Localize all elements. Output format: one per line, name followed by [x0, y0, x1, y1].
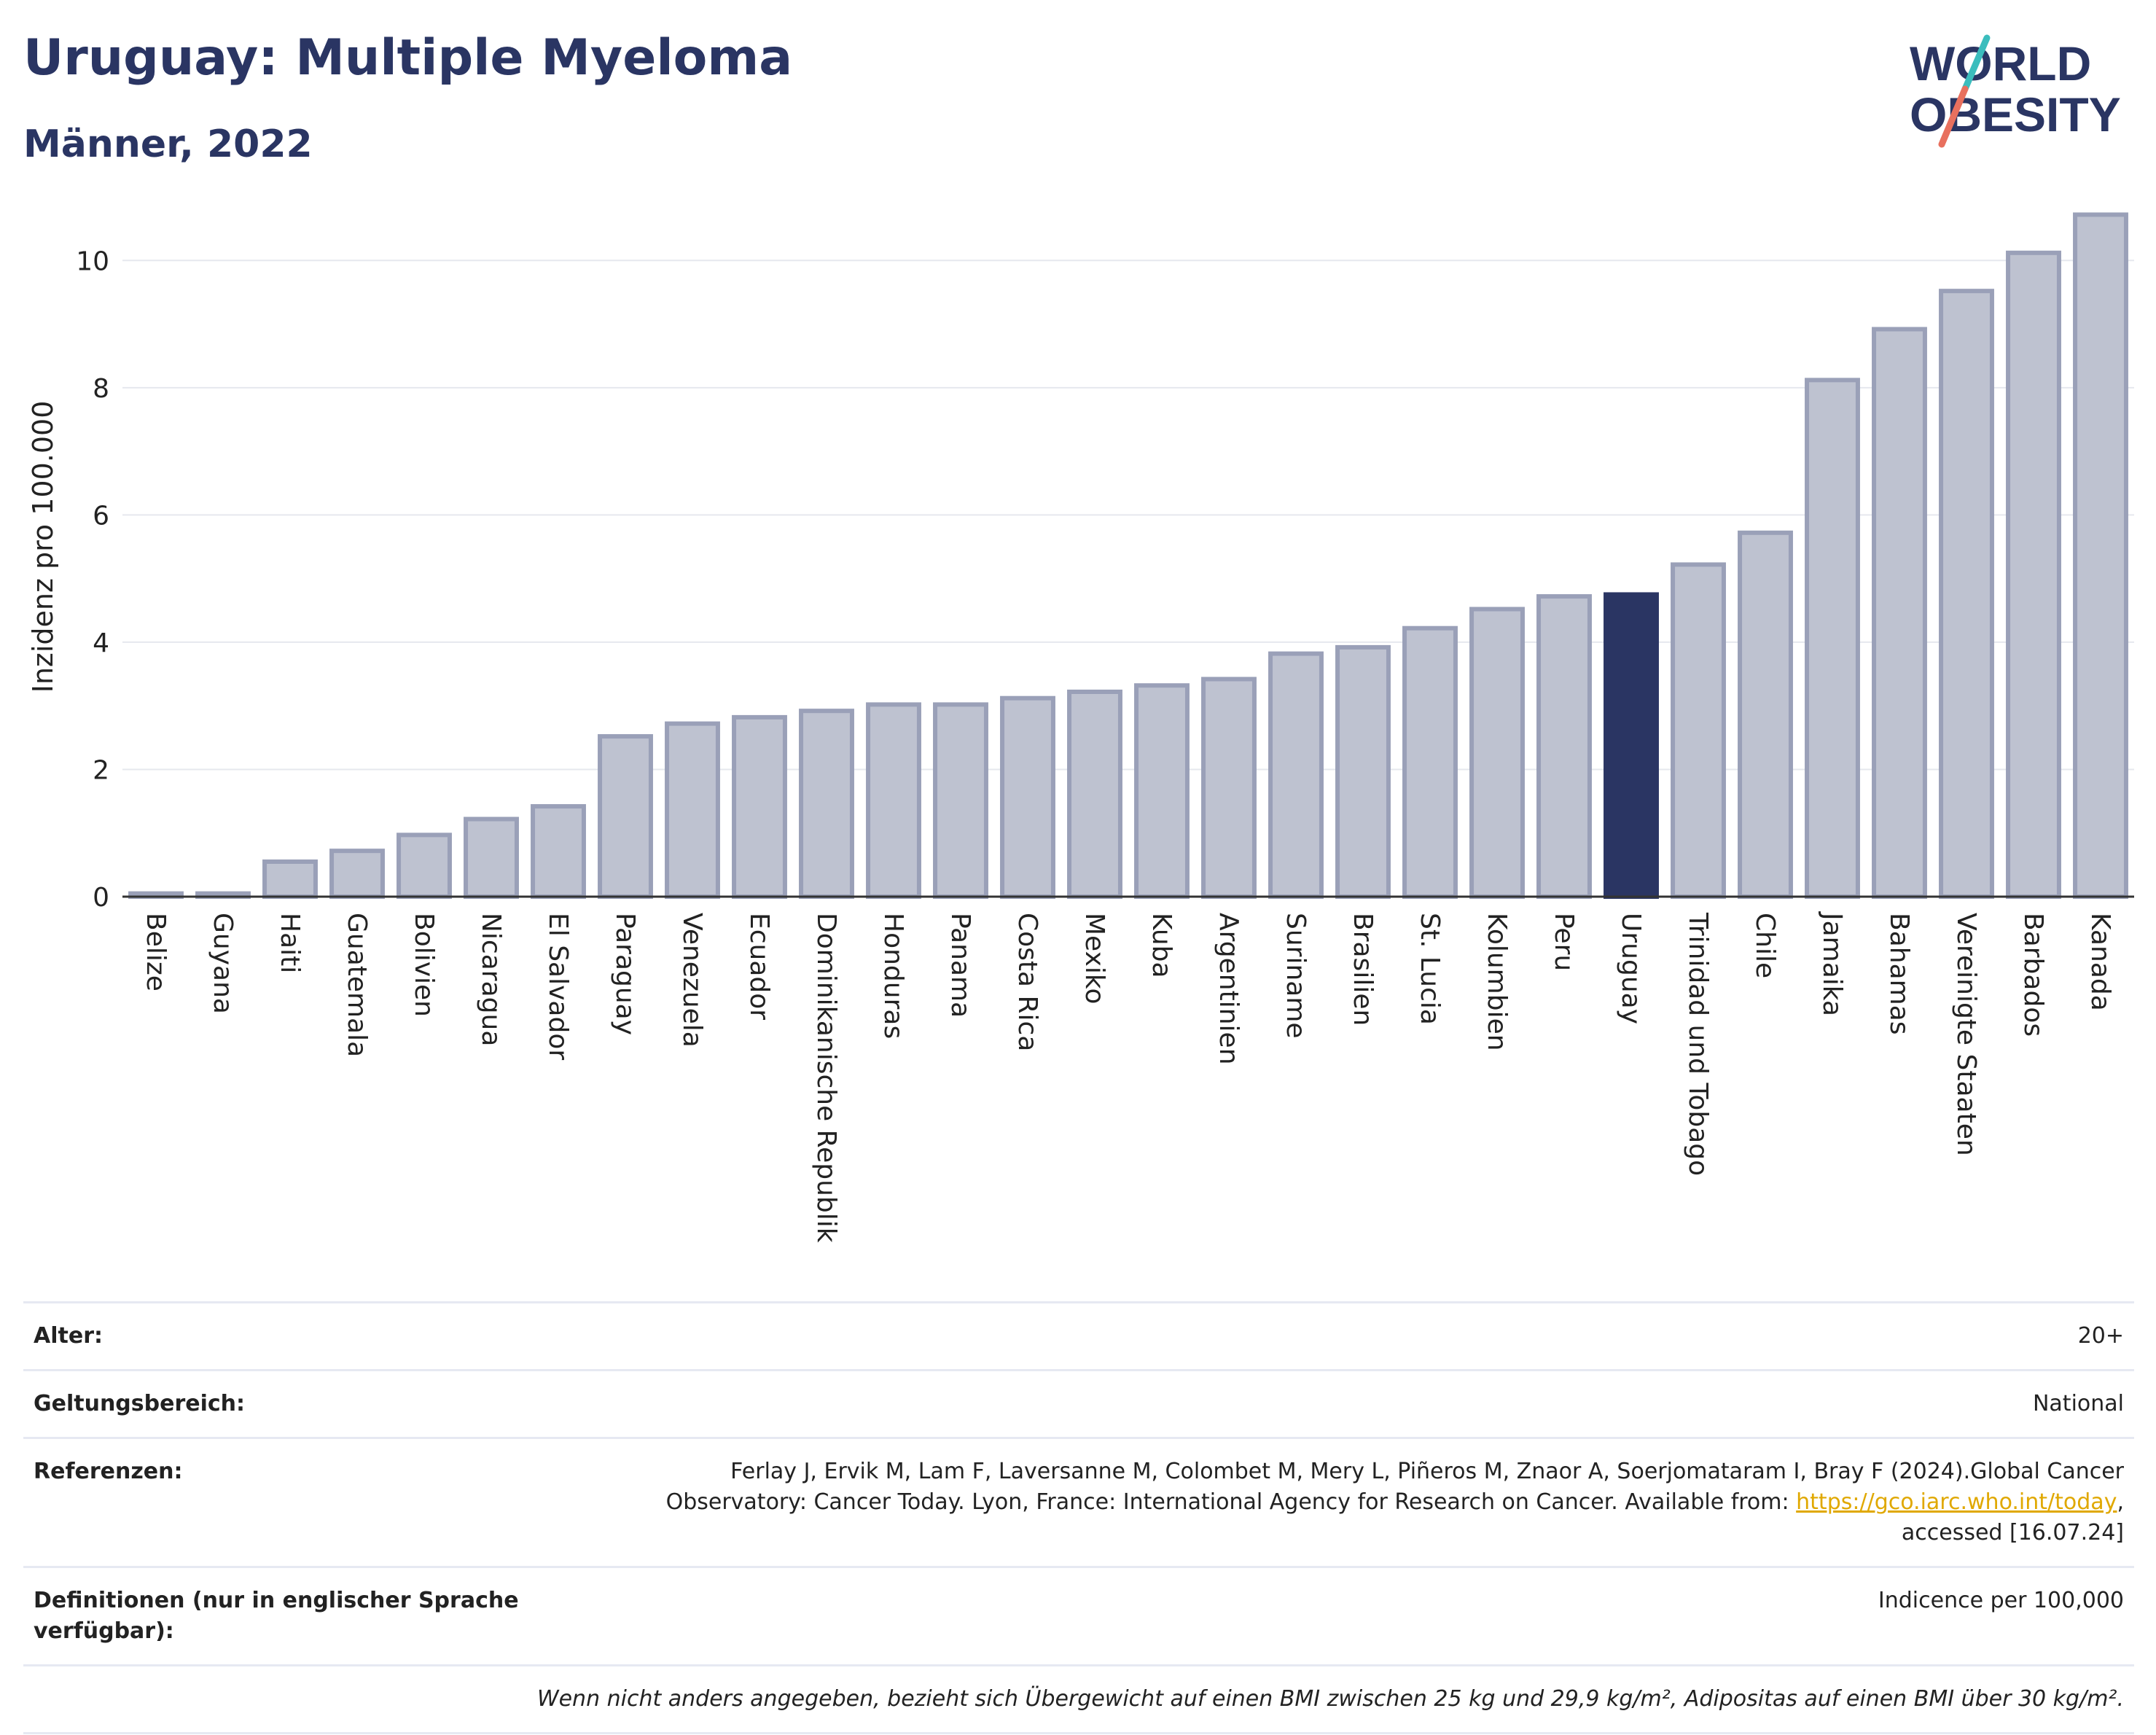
bar-panama	[933, 702, 988, 899]
x-tick-label: Kolumbien	[1482, 913, 1512, 1051]
x-tick-label: Argentinien	[1214, 913, 1243, 1065]
x-tick-label: Guatemala	[342, 913, 372, 1057]
definitions-label: Definitionen (nur in englischer Sprache …	[34, 1588, 519, 1644]
bar-kanada	[2073, 212, 2128, 900]
bar-dominikanische-republik	[799, 709, 854, 899]
bar-kolumbien	[1469, 607, 1525, 899]
bar-kuba	[1134, 683, 1190, 899]
x-tick-label: St. Lucia	[1415, 913, 1445, 1025]
age-value: 20+	[2077, 1323, 2124, 1349]
x-tick-label: Venezuela	[677, 913, 707, 1048]
x-tick-label: Barbados	[2018, 913, 2048, 1037]
logo-slash-teal	[1961, 34, 1991, 93]
x-tick-label: Panama	[945, 913, 975, 1018]
bar-chart: 0 2 4 6 8 10 Inzidenz pro 100.000 Belize Guyana H…	[27, 212, 2134, 1243]
x-tick-label: Uruguay	[1616, 913, 1646, 1024]
bar-jamaika	[1805, 378, 1860, 899]
y-tick-label: 10	[76, 246, 109, 276]
definitions-value: Indicence per 100,000	[1878, 1588, 2124, 1613]
info-row-age: Alter: 20+	[23, 1301, 2134, 1369]
bar-paraguay	[598, 734, 653, 900]
x-tick-label: Honduras	[878, 913, 908, 1039]
x-tick-label: Suriname	[1281, 913, 1311, 1039]
bar-nicaragua	[464, 816, 519, 899]
bar-honduras	[866, 702, 921, 899]
x-tick-label: Mexiko	[1079, 913, 1109, 1004]
chart-title: Uruguay: Multiple Myeloma	[23, 29, 793, 87]
bar-bolivien	[397, 833, 452, 900]
info-row-note: Wenn nicht anders angegeben, bezieht sic…	[23, 1664, 2134, 1734]
bar-costa-rica	[1000, 695, 1055, 900]
bar-argentinien	[1201, 677, 1257, 899]
x-tick-label: Belize	[141, 913, 171, 991]
x-tick-label: Trinidad und Tobago	[1683, 912, 1713, 1176]
x-tick-label: Dominikanische Republik	[811, 913, 841, 1243]
y-tick-label: 0	[93, 883, 109, 913]
x-tick-label: Paraguay	[610, 913, 640, 1035]
bar-peru	[1536, 594, 1592, 900]
bar-ecuador	[732, 714, 787, 900]
x-tick-label: Peru	[1549, 913, 1579, 971]
y-axis-label: Inzidenz pro 100.000	[27, 401, 59, 693]
bar-guatemala	[329, 849, 385, 900]
x-tick-label: Kuba	[1147, 913, 1176, 978]
x-tick-label: Brasilien	[1348, 913, 1378, 1026]
scope-label: Geltungsbereich:	[34, 1391, 246, 1416]
y-tick-label: 4	[93, 628, 109, 658]
y-tick-label: 2	[93, 755, 109, 785]
reference-line-2: Observatory: Cancer Today. Lyon, France:…	[665, 1489, 1797, 1515]
x-tick-label: Bolivien	[409, 913, 439, 1017]
reference-line-3: accessed [16.07.24]	[1901, 1520, 2124, 1545]
bar-haiti	[262, 859, 318, 899]
logo-text-world: WORLD	[1910, 36, 2091, 90]
x-tick-label: Ecuador	[744, 913, 774, 1020]
x-tick-label: Haiti	[275, 913, 305, 973]
logo-slash-coral	[1938, 85, 1969, 148]
scope-value: National	[2032, 1391, 2124, 1416]
info-row-references: Referenzen: Ferlay J, Ervik M, Lam F, La…	[23, 1437, 2134, 1566]
age-label: Alter:	[34, 1323, 103, 1349]
x-tick-label: Costa Rica	[1012, 913, 1042, 1051]
bar-st-lucia	[1402, 625, 1458, 900]
references-label: Referenzen:	[34, 1459, 183, 1484]
bar-el-salvador	[531, 804, 586, 900]
bar-suriname	[1268, 651, 1324, 899]
x-tick-label: Bahamas	[1884, 913, 1914, 1035]
y-tick-label: 6	[93, 501, 109, 531]
x-tick-label: Vereinigte Staaten	[1951, 913, 1981, 1156]
reference-comma: ,	[2117, 1489, 2124, 1515]
bar-venezuela	[665, 721, 720, 899]
chart-subtitle: Männer, 2022	[23, 122, 313, 166]
x-tick-label: El Salvador	[543, 913, 573, 1060]
x-tick-label: Kanada	[2085, 913, 2115, 1011]
world-obesity-logo: WORLD OBESITY	[1910, 34, 2121, 148]
bar-uruguay	[1604, 592, 1659, 899]
bar-barbados	[2006, 250, 2061, 899]
x-tick-label: Nicaragua	[476, 913, 506, 1046]
x-tick-label: Chile	[1750, 913, 1780, 978]
reference-line-1: Ferlay J, Ervik M, Lam F, Laversanne M, …	[730, 1459, 2124, 1484]
info-table: Alter: 20+ Geltungsbereich: National Ref…	[23, 1301, 2134, 1734]
x-tick-label: Guyana	[208, 913, 238, 1014]
y-tick-label: 8	[93, 374, 109, 404]
bar-vereinigte-staaten	[1939, 289, 1994, 899]
bar-brasilien	[1335, 644, 1391, 900]
bar-trinidad-und-tobago	[1671, 562, 1726, 899]
footnote: Wenn nicht anders angegeben, bezieht sic…	[536, 1686, 2124, 1712]
bar-chile	[1738, 530, 1793, 899]
references-value: Ferlay J, Ervik M, Lam F, Laversanne M, …	[558, 1457, 2124, 1548]
x-tick-label: Jamaika	[1817, 911, 1847, 1016]
info-row-definitions: Definitionen (nur in englischer Sprache …	[23, 1566, 2134, 1664]
bar-bahamas	[1872, 327, 1927, 899]
info-row-scope: Geltungsbereich: National	[23, 1369, 2134, 1437]
bar-mexiko	[1067, 689, 1122, 899]
reference-link[interactable]: https://gco.iarc.who.int/today	[1796, 1489, 2117, 1515]
